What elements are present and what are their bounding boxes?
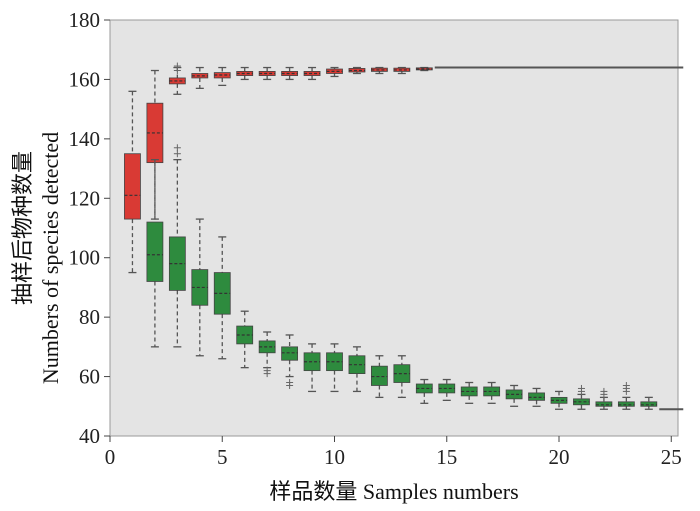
box-green xyxy=(415,378,433,404)
y-axis-title-en: Numbers of species detected xyxy=(38,132,63,384)
box-green xyxy=(326,343,343,393)
boxes-layer xyxy=(124,62,684,411)
y-tick-label: 120 xyxy=(69,186,101,210)
box-body xyxy=(617,401,635,407)
box-red xyxy=(303,66,321,81)
x-tick-label: 20 xyxy=(549,445,570,469)
box-green xyxy=(483,381,501,404)
box-body xyxy=(528,392,545,401)
box-red xyxy=(326,66,343,78)
box-body xyxy=(281,346,299,361)
x-tick-label: 10 xyxy=(324,445,345,469)
box-body xyxy=(371,365,388,386)
box-green xyxy=(213,236,231,360)
box-green xyxy=(595,387,613,410)
box-green xyxy=(281,334,299,389)
box-green xyxy=(348,346,366,393)
box-red xyxy=(393,66,411,75)
box-red xyxy=(191,66,209,89)
y-tick-label: 160 xyxy=(69,67,101,91)
y-tick-label: 60 xyxy=(79,365,100,389)
box-body xyxy=(146,221,164,282)
box-red xyxy=(213,66,231,87)
box-green xyxy=(191,218,209,357)
box-green xyxy=(303,343,321,393)
box-green xyxy=(236,310,254,369)
y-axis-title-cn: 抽样后物种数量 xyxy=(10,151,35,305)
y-tick-label: 40 xyxy=(79,424,100,448)
x-tick-label: 25 xyxy=(661,445,682,469)
box-red xyxy=(124,90,141,274)
y-tick-label: 80 xyxy=(79,305,100,329)
box-green xyxy=(258,331,276,378)
x-tick-label: 0 xyxy=(105,445,116,469)
box-green xyxy=(146,159,164,348)
box-green xyxy=(528,387,545,407)
box-green xyxy=(550,390,568,410)
y-axis: 40 60 80 100 120 140 160 180 xyxy=(69,8,110,448)
box-green xyxy=(640,396,658,410)
box-body xyxy=(124,153,141,220)
box-red xyxy=(281,66,299,81)
box-green xyxy=(573,384,590,410)
box-green xyxy=(393,355,411,399)
box-body xyxy=(595,401,613,407)
box-green xyxy=(371,355,388,399)
box-green xyxy=(168,144,186,348)
y-tick-label: 100 xyxy=(69,246,101,270)
box-green xyxy=(505,384,523,407)
y-tick-label: 180 xyxy=(69,8,101,32)
box-red xyxy=(415,66,433,72)
box-red xyxy=(258,66,276,81)
x-tick-label: 15 xyxy=(436,445,457,469)
box-red xyxy=(168,62,186,95)
box-green xyxy=(617,381,635,410)
box-body xyxy=(640,401,658,407)
box-red xyxy=(371,66,388,75)
box-red xyxy=(348,66,366,75)
box-green xyxy=(438,378,456,401)
x-axis-title: 样品数量 Samples numbers xyxy=(269,479,518,504)
box-red xyxy=(236,66,254,81)
x-axis: 0 5 10 15 20 25 xyxy=(105,436,682,469)
x-tick-label: 5 xyxy=(217,445,228,469)
box-green xyxy=(460,381,478,404)
y-tick-label: 140 xyxy=(69,127,101,151)
